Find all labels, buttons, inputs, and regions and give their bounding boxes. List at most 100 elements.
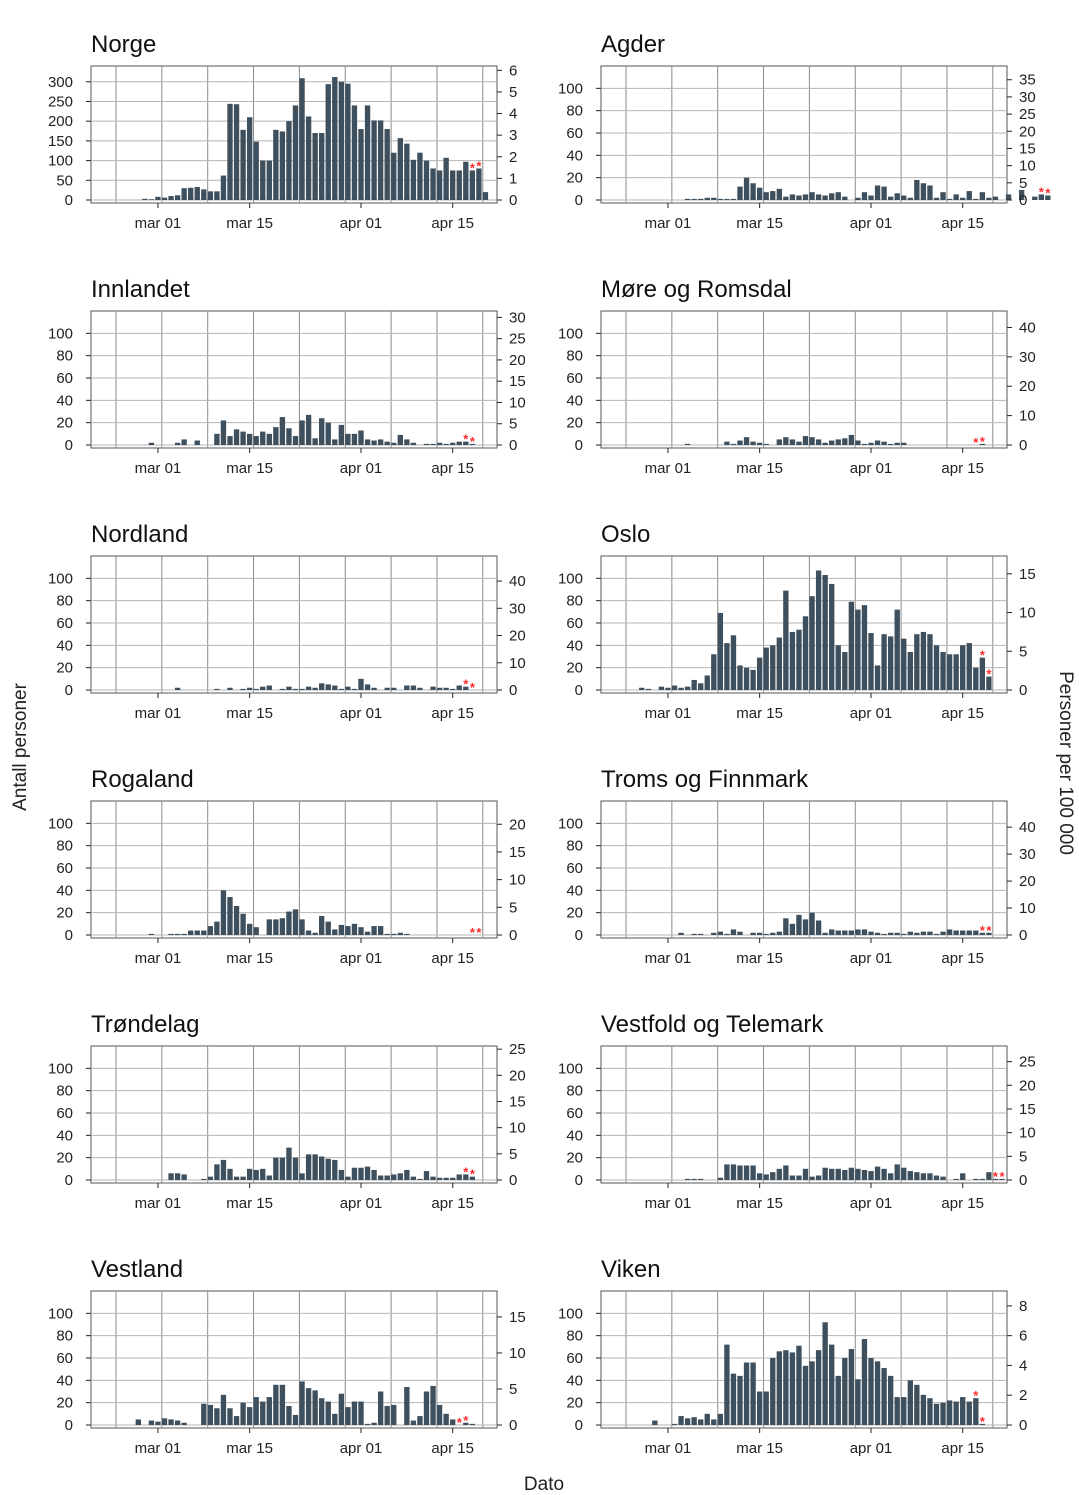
bar-day-49 [927,1398,933,1425]
x-tick-label: apr 15 [941,1440,984,1457]
bar-day-39 [861,1169,868,1180]
x-tick-label: apr 15 [941,460,984,477]
bar-day-58 [476,168,482,200]
bar-day-28 [279,1157,286,1180]
y2-tick-label: 0 [509,192,517,209]
bar-day-14 [698,683,704,690]
bar-day-25 [770,1358,776,1425]
bar-day-16 [201,189,207,200]
x-tick-label: apr 15 [941,1195,984,1212]
bar-day-44 [894,442,900,445]
bar-day-46 [907,652,913,690]
bar-day-33 [312,687,318,690]
y-tick-label: 0 [575,192,583,209]
bar-day-37 [338,424,345,445]
bar-day-65 [1032,196,1038,200]
bar-day-39 [351,1167,358,1180]
bar-day-11 [168,1173,174,1180]
bar-day-16 [201,1178,207,1180]
panel-title: Trøndelag [91,1011,200,1038]
panel-title: Nordland [91,521,188,548]
y2-tick-label: 40 [1019,319,1036,336]
bar-day-24 [763,192,769,200]
bar-day-45 [391,442,397,445]
bar-day-40 [358,927,364,935]
bar-day-12 [174,1173,181,1180]
y-tick-label: 0 [575,437,583,454]
bar-day-57 [979,1178,986,1180]
bar-day-22 [750,1362,756,1425]
x-tick-label: apr 15 [431,1440,474,1457]
bar-day-40 [868,931,874,935]
y-tick-label: 0 [65,1417,73,1434]
y-tick-label: 100 [48,325,73,342]
bar-day-38 [345,686,351,690]
x-axis-label: Dato [524,1474,564,1495]
bar-day-31 [299,919,305,935]
bar-day-41 [364,1423,371,1425]
bar-day-54 [960,197,966,200]
y2-tick-label: 8 [1019,1298,1027,1315]
y2-tick-label: 30 [1019,846,1036,863]
bar-day-31 [299,688,305,690]
bar-day-42 [881,1368,887,1425]
bar-day-31 [809,912,815,935]
bar-day-14 [188,187,194,200]
bar-day-25 [260,1168,266,1180]
bar-day-56 [463,1174,469,1180]
bar-day-22 [240,1402,246,1425]
bar-day-34 [319,418,325,445]
bar-day-50 [933,645,940,690]
y-tick-label: 80 [56,1083,73,1100]
bar-day-41 [874,1361,881,1425]
panel-oslo: Oslo ** 0 20 40 60 80 100 0 5 10 15 mar 01 mar 15 apr … [558,521,1036,722]
bar-day-44 [384,129,390,200]
bar-day-10 [671,1423,678,1425]
bar-day-21 [743,667,750,690]
bar-day-44 [384,441,390,445]
bar-day-24 [253,141,259,200]
bar-day-56 [973,930,979,935]
bar-day-30 [292,1157,299,1180]
panel-norge: Norge * * 0 50 100 150 200 250 300 0 1 2 3 4 5 6 mar 01 ma… [48,31,517,232]
bar-day-56 [973,667,979,690]
bar-day-35 [835,439,841,445]
bar-day-19 [730,1373,737,1425]
bar-day-41 [874,440,881,445]
bar-day-31 [299,1381,305,1425]
x-tick-label: mar 15 [226,1195,273,1212]
x-tick-label: mar 15 [736,950,783,967]
bar-day-17 [207,1404,214,1425]
bar-day-22 [240,431,246,445]
bar-day-35 [325,84,331,200]
bar-day-24 [763,443,769,445]
bar-day-21 [233,104,240,200]
x-tick-label: apr 01 [340,215,383,232]
bar-day-20 [737,931,743,935]
bar-day-30 [802,1168,809,1180]
y2-tick-label: 5 [1019,643,1027,660]
x-tick-label: mar 01 [135,950,182,967]
bar-day-41 [364,439,371,445]
bar-day-17 [717,198,724,200]
bar-day-54 [450,170,456,200]
panel-rogaland: Rogaland * * 0 20 40 60 80 100 0 5 10 15 20 mar 01 mar … [48,766,526,967]
y-tick-label: 40 [566,392,583,409]
x-tick-label: mar 15 [736,215,783,232]
bar-day-22 [750,1165,756,1180]
bar-day-8 [148,933,155,935]
bar-day-22 [750,183,756,200]
y-tick-label: 0 [65,192,73,209]
bar-day-43 [887,932,894,935]
y2-tick-label: 20 [1019,123,1036,140]
bar-day-51 [940,931,946,935]
bar-day-49 [927,931,933,935]
bar-day-18 [214,688,220,690]
y-tick-label: 0 [575,1417,583,1434]
bar-day-26 [266,433,272,445]
bar-day-6 [645,688,651,690]
bar-day-38 [345,926,351,935]
bar-day-33 [822,1167,828,1180]
bar-day-57 [469,443,476,445]
bar-day-49 [417,1416,423,1425]
